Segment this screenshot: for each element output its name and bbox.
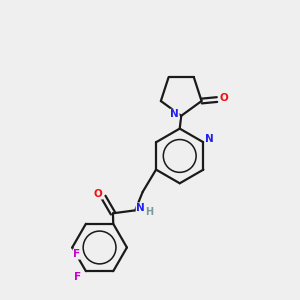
- Text: N: N: [136, 203, 145, 213]
- Text: F: F: [74, 272, 81, 281]
- Text: N: N: [170, 109, 179, 119]
- Text: O: O: [219, 93, 228, 103]
- Text: N: N: [205, 134, 214, 144]
- Text: O: O: [94, 189, 103, 199]
- Text: H: H: [146, 207, 154, 217]
- Text: F: F: [73, 249, 80, 259]
